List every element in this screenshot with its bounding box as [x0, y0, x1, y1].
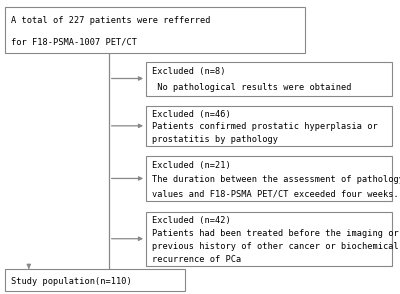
FancyBboxPatch shape — [146, 106, 392, 146]
Text: A total of 227 patients were refferred: A total of 227 patients were refferred — [11, 16, 210, 25]
FancyBboxPatch shape — [146, 212, 392, 266]
Text: The duration between the assessment of pathology/TPSA: The duration between the assessment of p… — [152, 175, 400, 184]
Text: Patients confirmed prostatic hyperplasia or: Patients confirmed prostatic hyperplasia… — [152, 122, 378, 131]
FancyBboxPatch shape — [146, 156, 392, 201]
Text: Excluded (n=21): Excluded (n=21) — [152, 161, 231, 170]
Text: previous history of other cancer or biochemical: previous history of other cancer or bioc… — [152, 242, 399, 251]
Text: Patients had been treated before the imaging or with a: Patients had been treated before the ima… — [152, 229, 400, 238]
Text: Study population(n=110): Study population(n=110) — [11, 277, 132, 286]
FancyBboxPatch shape — [146, 62, 392, 96]
Text: No pathological results were obtained: No pathological results were obtained — [152, 83, 352, 92]
Text: Excluded (n=42): Excluded (n=42) — [152, 216, 231, 225]
Text: values and F18-PSMA PET/CT exceeded four weeks.: values and F18-PSMA PET/CT exceeded four… — [152, 190, 399, 199]
Text: prostatitis by pathology: prostatitis by pathology — [152, 135, 278, 144]
Text: for F18-PSMA-1007 PET/CT: for F18-PSMA-1007 PET/CT — [11, 38, 137, 47]
FancyBboxPatch shape — [5, 269, 185, 291]
FancyBboxPatch shape — [5, 7, 305, 53]
Text: Excluded (n=8): Excluded (n=8) — [152, 67, 226, 76]
Text: recurrence of PCa: recurrence of PCa — [152, 255, 241, 264]
Text: Excluded (n=46): Excluded (n=46) — [152, 110, 231, 119]
